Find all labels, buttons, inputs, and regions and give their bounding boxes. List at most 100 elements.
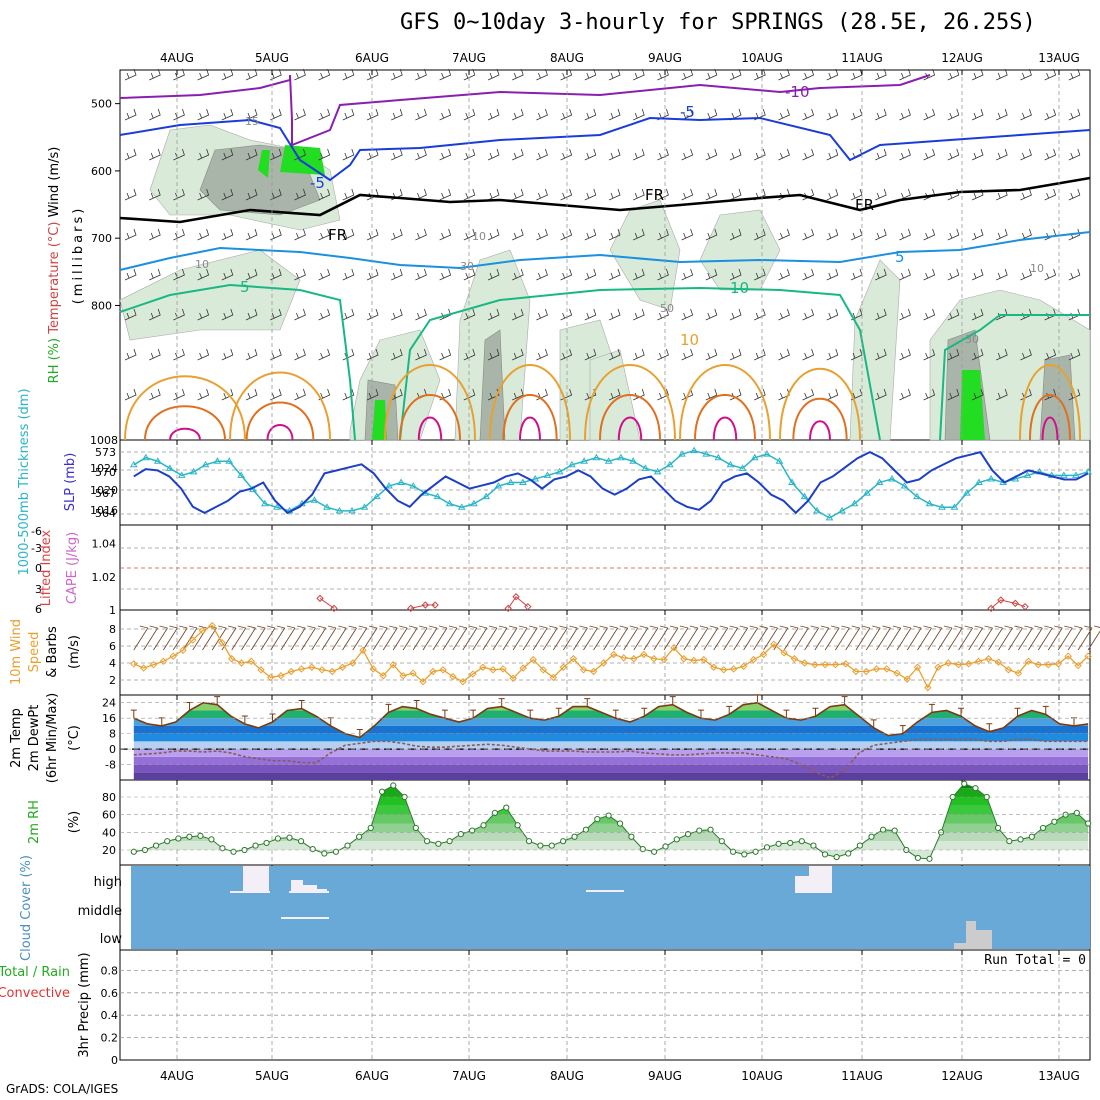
minmax-marker — [958, 707, 965, 717]
rh-tick-label: 80 — [102, 791, 116, 804]
wind-speed-point — [189, 636, 197, 644]
rh-point — [741, 851, 748, 858]
wind-barb — [705, 108, 718, 121]
contour-label: 10 — [195, 258, 209, 271]
wind-speed-point — [179, 646, 187, 654]
wind-barb — [899, 348, 911, 361]
wind-barb — [294, 348, 306, 361]
wind-speed-point — [389, 660, 397, 669]
wind-barb — [947, 68, 960, 81]
wind-barb — [850, 268, 863, 281]
wind-speed-point — [1034, 660, 1043, 669]
rh-point — [729, 848, 737, 855]
wind-barb — [899, 148, 911, 161]
rh-band — [133, 783, 1089, 789]
minmax-marker — [470, 709, 477, 719]
contour-label: 50 — [660, 302, 674, 315]
y-tick-label: 500 — [91, 98, 112, 111]
wind-barb — [245, 388, 258, 401]
thickness-point — [237, 471, 246, 478]
rh-point — [252, 842, 259, 849]
thickness-line — [133, 449, 1089, 519]
rh-tick-label: 20 — [102, 844, 116, 857]
wind-barb — [608, 68, 621, 81]
thickness-point — [201, 460, 210, 468]
wind-barb — [947, 308, 960, 321]
wind-barb — [290, 625, 306, 651]
wind-barb — [560, 268, 573, 281]
wind-barb — [162, 625, 178, 651]
wind-barb — [318, 148, 331, 161]
cloud-block — [303, 885, 317, 893]
wind-barb — [947, 625, 963, 651]
wind-barb — [1044, 348, 1057, 361]
isotherm-20 — [792, 397, 848, 441]
date-label-top: 6AUG — [355, 51, 389, 65]
thickness-point — [875, 478, 884, 485]
wind-barb — [971, 228, 984, 241]
temp-tick-label: 8 — [109, 728, 116, 741]
wind-barb — [512, 148, 524, 161]
temp-band — [133, 764, 1089, 773]
precip-tick-label: 0.8 — [101, 964, 119, 977]
thickness-point — [470, 499, 478, 507]
wind-barb — [814, 625, 830, 651]
wind-barb — [754, 68, 766, 81]
wind-barb — [318, 188, 331, 201]
minmax-marker — [298, 700, 305, 709]
wind-barb — [221, 268, 234, 281]
thickness-point — [629, 457, 638, 464]
wind-barb — [391, 268, 403, 281]
wind-speed-point — [328, 667, 336, 676]
wind-barb — [260, 625, 276, 651]
wind-barb — [1044, 268, 1057, 281]
thickness-point — [129, 460, 138, 468]
wind-barb — [542, 625, 558, 651]
rh-area-saturated — [280, 145, 325, 175]
wind-speed-point — [944, 659, 953, 667]
wind-barb — [996, 268, 1008, 281]
wind-barb — [402, 625, 418, 651]
wind-barb — [705, 308, 718, 321]
wind-barb — [633, 188, 645, 201]
wind-barb — [608, 148, 621, 161]
wind-barb — [584, 108, 597, 121]
wind-barb — [149, 188, 161, 201]
wind-barb — [342, 308, 355, 321]
rh-point — [298, 838, 305, 845]
wind-barb — [560, 148, 573, 161]
rh-point — [696, 827, 703, 834]
wind-barb — [149, 148, 161, 161]
wind-barb — [633, 108, 645, 121]
wind-barb — [875, 348, 887, 361]
rh-point — [1051, 818, 1058, 825]
wind-barb — [657, 268, 669, 281]
temp-band — [133, 702, 1089, 711]
contour-label: -5 — [680, 103, 695, 121]
rh-point — [891, 827, 898, 834]
wind-speed-point — [720, 666, 728, 674]
wind-barb — [802, 268, 815, 281]
contour-label: FR — [645, 186, 664, 204]
wind-barb — [124, 68, 137, 81]
wind-barb — [366, 308, 379, 321]
thickness-point — [457, 503, 466, 510]
wind-barb — [633, 228, 645, 241]
wind-barb — [173, 68, 185, 81]
wind-barb — [221, 68, 234, 81]
precip-ylabel-convective: Convective — [0, 986, 70, 1001]
thickness-point — [863, 489, 871, 496]
wind-speed-point — [579, 666, 588, 674]
chart-title: GFS 0~10day 3-hourly for SPRINGS (28.5E,… — [400, 10, 1036, 35]
wind-barb — [802, 308, 815, 321]
minmax-marker — [527, 709, 534, 719]
wind-barb — [245, 228, 258, 241]
li-tick-label: -6 — [31, 525, 42, 538]
temp-ylabel-3: (6hr Min/Max) — [45, 693, 60, 783]
wind-barb — [352, 625, 368, 651]
wind-speed-point — [690, 656, 698, 665]
wind-barb — [996, 388, 1008, 401]
wind-barb — [197, 68, 210, 81]
wind-barb — [996, 348, 1008, 361]
wind-barb — [923, 228, 936, 241]
